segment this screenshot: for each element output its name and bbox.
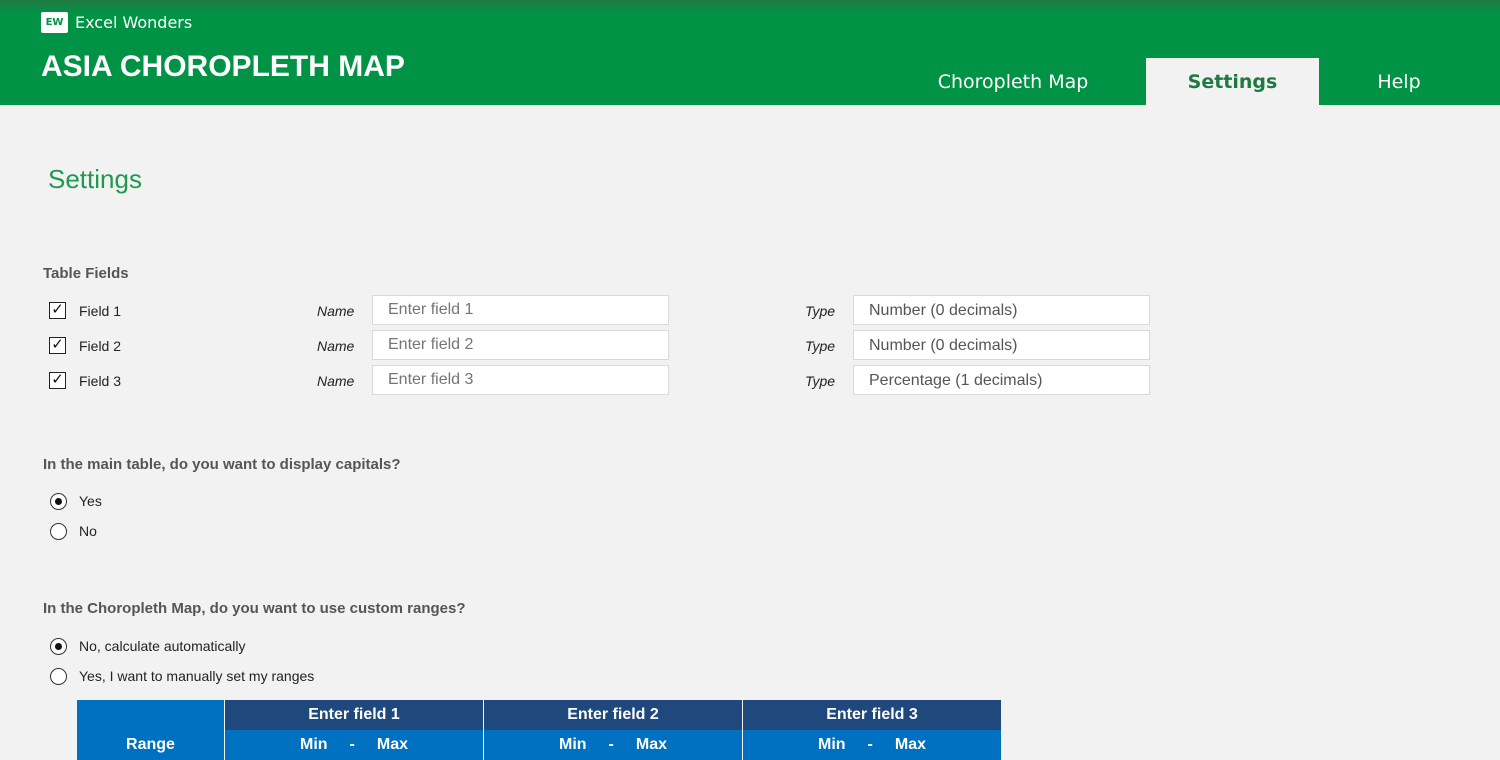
type-label: Type <box>805 338 836 354</box>
max-label: Max <box>376 736 408 753</box>
name-label: Name <box>317 303 355 319</box>
capitals-yes-radio[interactable] <box>50 493 67 510</box>
ranges-question: In the Choropleth Map, do you want to us… <box>43 600 466 617</box>
table-fields-heading: Table Fields <box>43 265 129 282</box>
ranges-manual-radio[interactable] <box>50 668 67 685</box>
separator: - <box>867 736 873 753</box>
ranges-auto-label: No, calculate automatically <box>79 638 246 654</box>
capitals-question: In the main table, do you want to displa… <box>43 456 401 473</box>
min-max-header: Min - Max <box>225 730 483 760</box>
tab-help[interactable]: Help <box>1377 70 1421 93</box>
range-header: Range <box>77 700 224 760</box>
separator: - <box>349 736 355 753</box>
range-column-header: Enter field 2 <box>484 700 742 730</box>
capitals-no-label: No <box>79 523 97 539</box>
min-max-header: Min - Max <box>743 730 1001 760</box>
field-row: ✓ Field 1 Name Type Number (0 decimals) <box>0 295 1500 325</box>
min-label: Min <box>818 736 846 753</box>
range-column-header: Enter field 1 <box>225 700 483 730</box>
field-label: Field 1 <box>79 303 122 319</box>
field-label: Field 3 <box>79 373 122 389</box>
field-name-input[interactable] <box>372 365 669 395</box>
name-label: Name <box>317 338 355 354</box>
ranges-manual-label: Yes, I want to manually set my ranges <box>79 668 315 684</box>
min-max-header: Min - Max <box>484 730 742 760</box>
field-checkbox[interactable]: ✓ <box>49 372 66 389</box>
min-label: Min <box>559 736 587 753</box>
tab-choropleth-map[interactable]: Choropleth Map <box>937 70 1089 93</box>
min-label: Min <box>300 736 328 753</box>
capitals-yes-label: Yes <box>79 493 102 509</box>
name-label: Name <box>317 373 355 389</box>
type-label: Type <box>805 303 836 319</box>
brand-logo: EW Excel Wonders <box>41 12 192 33</box>
field-type-select[interactable]: Percentage (1 decimals) <box>853 365 1150 395</box>
range-column-header: Enter field 3 <box>743 700 1001 730</box>
max-label: Max <box>894 736 926 753</box>
field-checkbox[interactable]: ✓ <box>49 337 66 354</box>
field-label: Field 2 <box>79 338 122 354</box>
excel-wonders-logo-icon: EW <box>41 12 68 33</box>
tab-settings[interactable]: Settings <box>1146 58 1319 105</box>
max-label: Max <box>635 736 667 753</box>
app-header: EW Excel Wonders ASIA CHOROPLETH MAP Chor… <box>0 0 1500 105</box>
field-name-input[interactable] <box>372 330 669 360</box>
type-label: Type <box>805 373 836 389</box>
field-name-input[interactable] <box>372 295 669 325</box>
field-row: ✓ Field 3 Name Type Percentage (1 decima… <box>0 365 1500 395</box>
separator: - <box>608 736 614 753</box>
field-checkbox[interactable]: ✓ <box>49 302 66 319</box>
app-title: ASIA CHOROPLETH MAP <box>41 50 405 83</box>
capitals-no-radio[interactable] <box>50 523 67 540</box>
page-title: Settings <box>48 164 142 194</box>
field-row: ✓ Field 2 Name Type Number (0 decimals) <box>0 330 1500 360</box>
ranges-auto-radio[interactable] <box>50 638 67 655</box>
field-type-select[interactable]: Number (0 decimals) <box>853 330 1150 360</box>
brand-name: Excel Wonders <box>75 13 193 32</box>
field-type-select[interactable]: Number (0 decimals) <box>853 295 1150 325</box>
